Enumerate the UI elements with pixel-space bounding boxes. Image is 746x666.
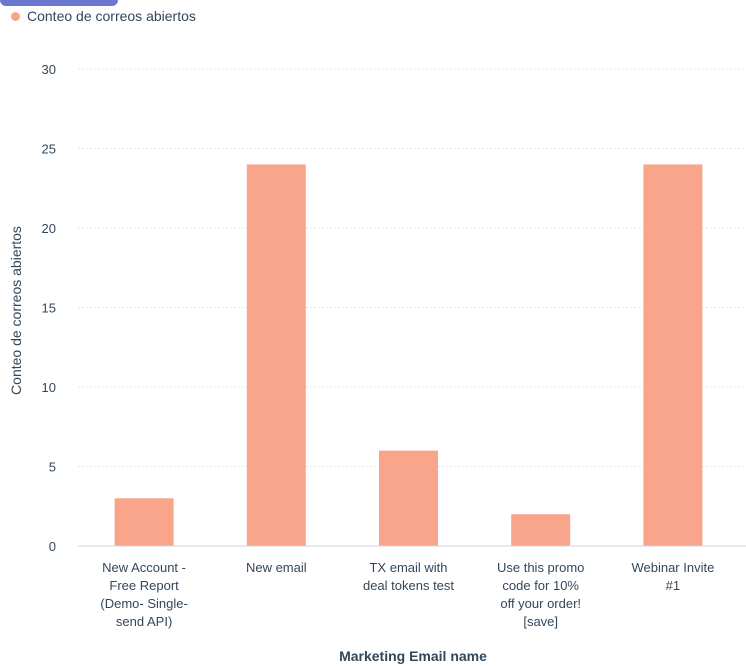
x-axis-title: Marketing Email name	[339, 648, 487, 664]
x-axis-category-labels: New Account - Free Report (Demo- Single-se…	[100, 560, 714, 629]
y-tick-label: 15	[42, 301, 56, 316]
x-category-label: Use this promo	[497, 560, 584, 575]
x-category-label: New email	[246, 560, 307, 575]
bar[interactable]	[379, 450, 438, 546]
x-category-label: code for 10%	[502, 578, 579, 593]
bar[interactable]	[114, 498, 174, 546]
x-category-label: [save]	[523, 614, 558, 629]
bar[interactable]	[511, 514, 571, 546]
legend-label: Conteo de correos abiertos	[27, 8, 196, 24]
chart-legend[interactable]: Conteo de correos abiertos	[11, 6, 196, 26]
y-tick-label: 30	[42, 62, 56, 77]
chart-title-cropped	[0, 0, 620, 6]
y-tick-label: 25	[42, 142, 56, 157]
y-tick-label: 20	[42, 221, 56, 236]
x-category-label: New Account -	[102, 560, 186, 575]
x-category-label: #1	[666, 578, 680, 593]
y-tick-label: 10	[42, 380, 56, 395]
legend-swatch-icon	[11, 11, 20, 21]
x-category-label: (Demo- Single-	[100, 596, 187, 611]
bar[interactable]	[643, 164, 703, 546]
y-tick-label: 5	[49, 460, 56, 475]
x-category-label: TX email with	[369, 560, 447, 575]
bar[interactable]	[246, 164, 306, 546]
x-category-label: Webinar Invite	[631, 560, 714, 575]
y-axis-ticks: 0 5 10 15 20 25 30	[42, 62, 56, 554]
x-category-label: deal tokens test	[363, 578, 454, 593]
bars	[114, 164, 703, 546]
x-category-label: Free Report	[109, 578, 179, 593]
x-category-label: off your order!	[500, 596, 581, 611]
y-axis-title: Conteo de correos abiertos	[8, 226, 24, 395]
y-tick-label: 0	[49, 539, 56, 554]
x-category-label: send API)	[116, 614, 172, 629]
title-tab-marker	[0, 0, 118, 6]
